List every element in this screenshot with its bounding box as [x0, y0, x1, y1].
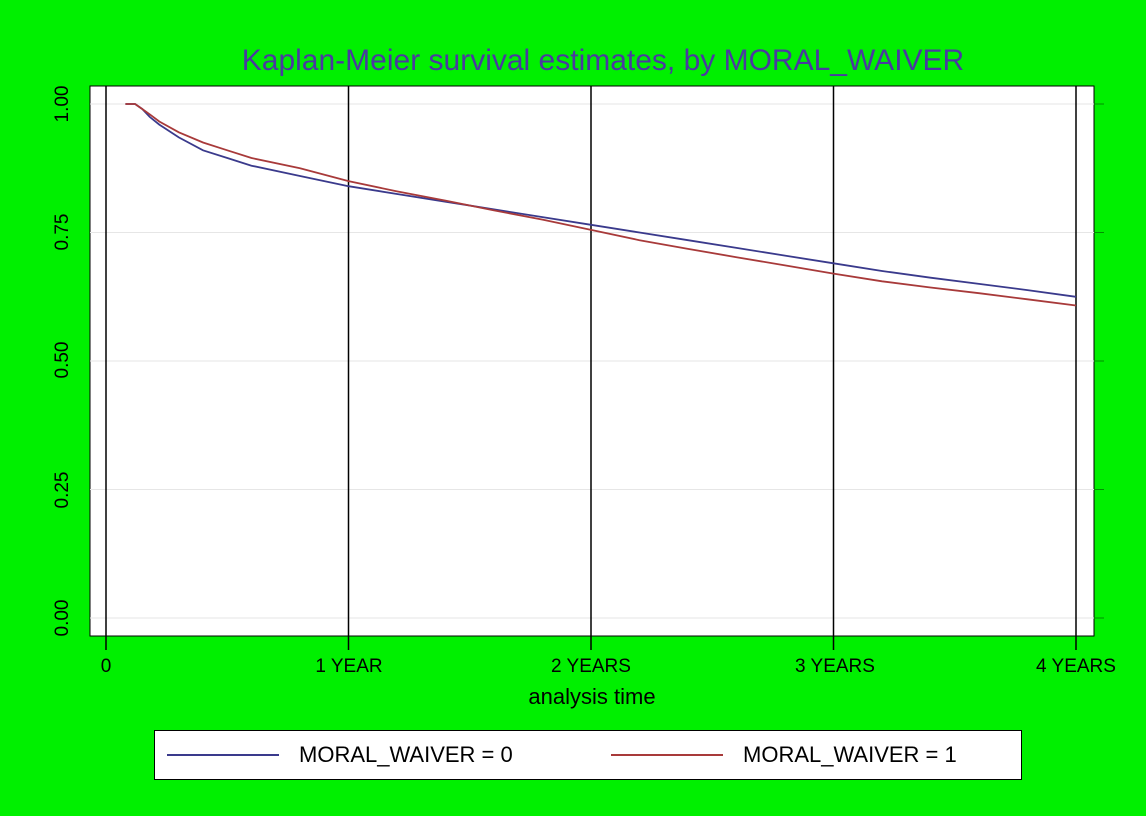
legend-label-series-1: MORAL_WAIVER = 1 — [743, 742, 957, 767]
series-line-1 — [125, 103, 1077, 307]
legend-item-series-0: MORAL_WAIVER = 0 — [167, 731, 513, 779]
y-tick-label-2: 0.50 — [52, 342, 73, 379]
legend-swatch-series-1 — [611, 754, 723, 756]
y-tick-label-4: 1.00 — [52, 86, 73, 123]
x-tick-label-3: 3 YEARS — [795, 656, 875, 677]
legend-item-series-1: MORAL_WAIVER = 1 — [611, 731, 957, 779]
x-tick-labels: 0 1 YEAR 2 YEARS 3 YEARS 4 YEARS — [101, 656, 1116, 677]
y-tick-labels: 0.00 0.25 0.50 0.75 1.00 — [52, 86, 73, 637]
y-tick-label-1: 0.25 — [52, 472, 73, 509]
x-tick-label-0: 0 — [101, 656, 112, 677]
legend: MORAL_WAIVER = 0 MORAL_WAIVER = 1 — [154, 730, 1022, 780]
x-axis-label: analysis time — [528, 684, 655, 709]
y-tick-label-0: 0.00 — [52, 600, 73, 637]
legend-swatch-series-0 — [167, 754, 279, 756]
right-axis-ticks — [1094, 103, 1104, 619]
x-tick-lines — [105, 86, 1077, 650]
y-tick-label-3: 0.75 — [52, 214, 73, 251]
grid-layer — [90, 103, 1094, 619]
x-tick-label-2: 2 YEARS — [551, 656, 631, 677]
legend-label-series-0: MORAL_WAIVER = 0 — [299, 742, 513, 767]
x-tick-label-4: 4 YEARS — [1036, 656, 1116, 677]
x-tick-label-1: 1 YEAR — [315, 656, 382, 677]
series-layer — [125, 103, 1077, 307]
chart-title: Kaplan-Meier survival estimates, by MORA… — [242, 44, 964, 77]
